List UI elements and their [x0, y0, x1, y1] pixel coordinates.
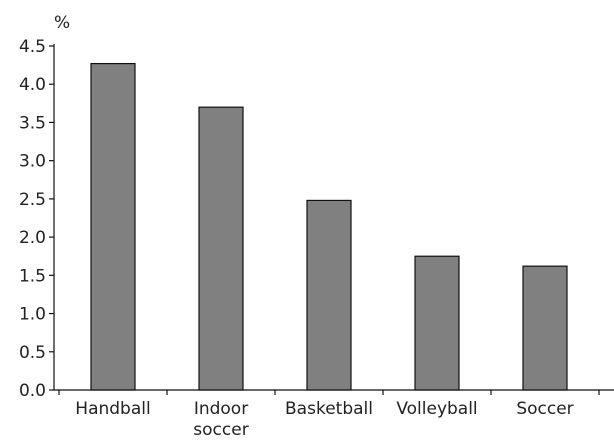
category-label-2: Basketball: [285, 399, 373, 419]
bar-2: [306, 199, 352, 391]
category-label-0: Handball: [75, 399, 150, 419]
y-tick-label: 4.0: [19, 75, 46, 95]
category-labels: Handball Indoor soccer Basketball Volleyball…: [75, 399, 573, 440]
bar-3: [414, 255, 460, 391]
y-tick-label: 1.5: [19, 266, 46, 286]
category-label-line: Indoor: [194, 399, 248, 419]
x-axis: [54, 389, 614, 395]
category-label-line: Handball: [75, 399, 150, 419]
y-tick-label: 4.5: [19, 37, 46, 57]
y-tick-label: 2.0: [19, 228, 46, 248]
category-label-line: Volleyball: [396, 399, 477, 419]
category-label-line: soccer: [193, 420, 248, 440]
category-label-4: Soccer: [516, 399, 573, 419]
bar-4: [522, 265, 568, 391]
y-tick-label: 3.0: [19, 152, 46, 172]
y-tick-label: 2.5: [19, 190, 46, 210]
bar-1: [198, 106, 244, 391]
category-label-1: Indoor soccer: [193, 399, 248, 440]
y-tick-label: 3.5: [19, 113, 46, 133]
y-tick-label: 1.0: [19, 305, 46, 325]
y-tick-label: 0.5: [19, 343, 46, 363]
y-axis: 0.0 0.5 1.0 1.5 2.0 2.5 3.0 3.5 4.0 4.5: [19, 37, 55, 401]
y-axis-unit-label: %: [54, 13, 70, 33]
bar-0: [90, 62, 136, 391]
category-label-line: Soccer: [516, 399, 573, 419]
category-label-line: Basketball: [285, 399, 373, 419]
bars: [90, 62, 568, 391]
y-tick-label: 0.0: [19, 381, 46, 401]
category-label-3: Volleyball: [396, 399, 477, 419]
